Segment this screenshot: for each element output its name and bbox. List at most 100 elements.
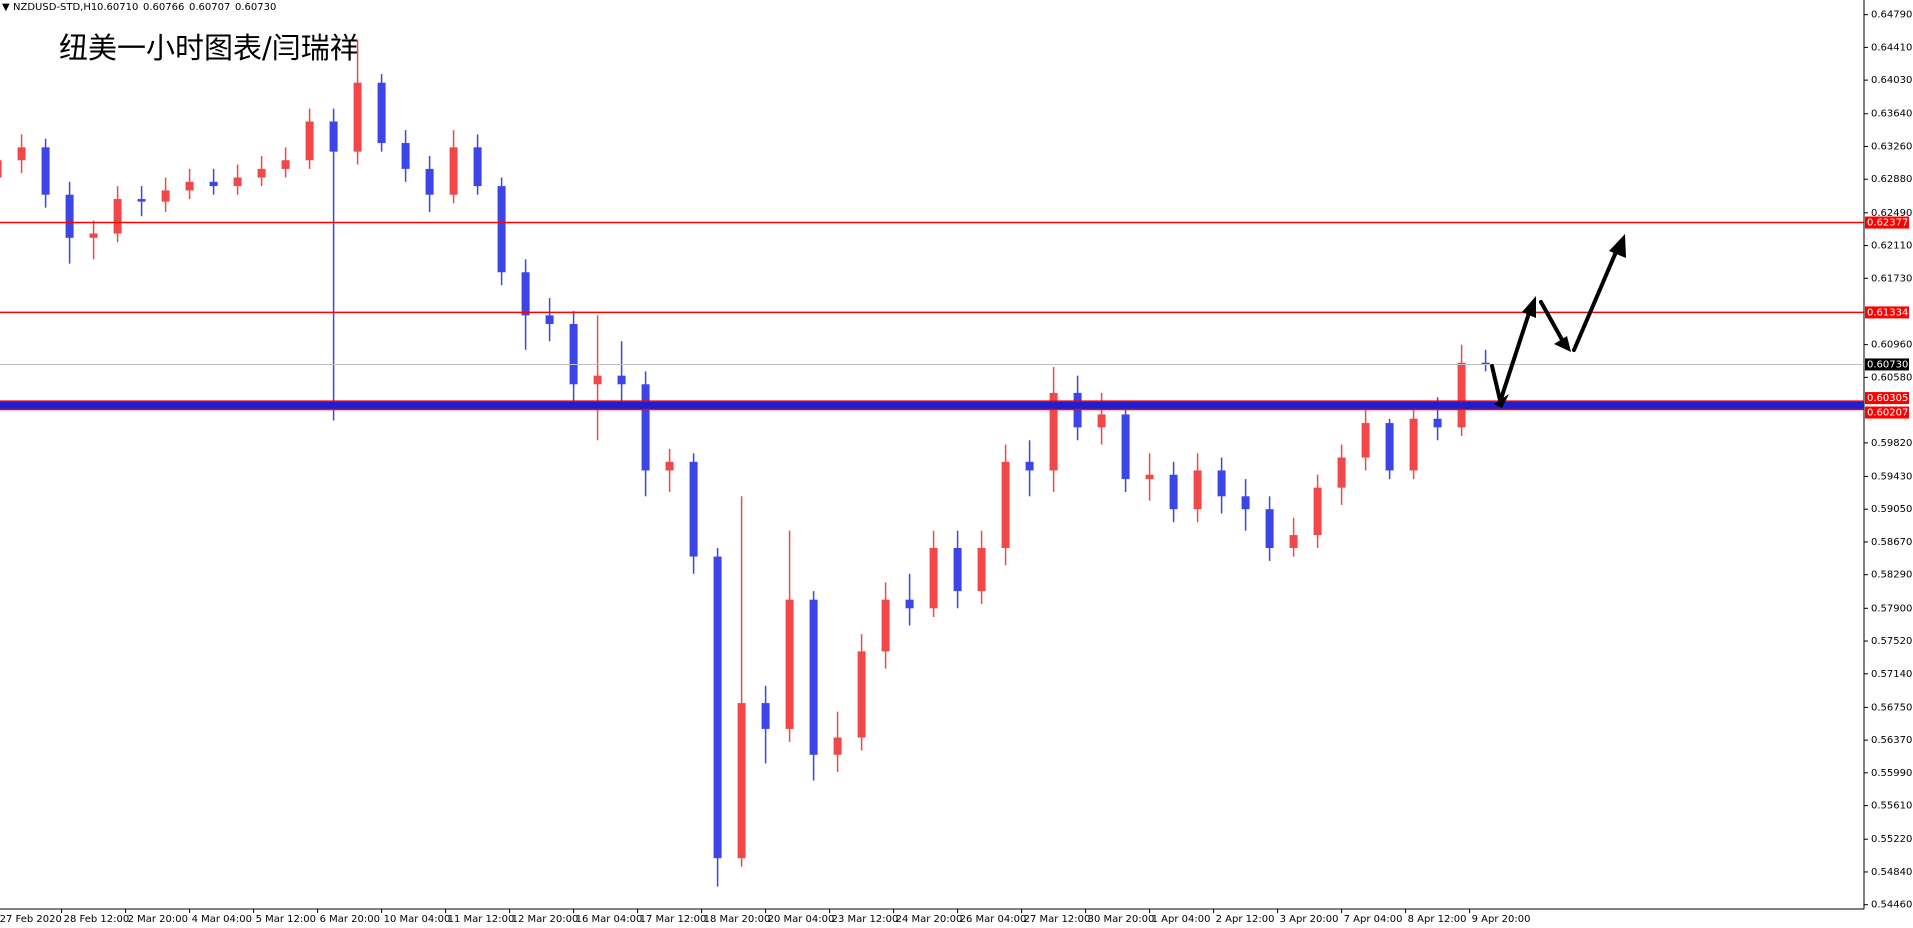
candle-body — [65, 194, 74, 238]
price-tag — [1865, 406, 1909, 419]
support-band — [0, 401, 1864, 410]
price-tag-label: 0.60730 — [1867, 359, 1908, 370]
x-tick-label: 3 Apr 20:00 — [1280, 914, 1339, 925]
candle-body — [449, 147, 458, 195]
candle-body — [1265, 509, 1274, 548]
candle-body — [1121, 414, 1130, 480]
candle-body — [545, 315, 554, 324]
candle-body — [785, 599, 794, 729]
candle-body — [1481, 362, 1490, 365]
y-tick-label: 0.64030 — [1871, 75, 1912, 86]
x-tick-label: 12 Mar 20:00 — [512, 914, 579, 925]
candle-body — [1289, 535, 1298, 548]
x-tick-label: 17 Mar 12:00 — [640, 914, 707, 925]
candle-body — [41, 147, 50, 195]
candle-body — [1361, 423, 1370, 458]
candle-body — [1433, 418, 1442, 428]
candle-body — [905, 599, 914, 609]
price-tag — [1865, 306, 1909, 319]
x-tick-label: 7 Apr 04:00 — [1344, 914, 1403, 925]
y-tick-label: 0.61730 — [1871, 273, 1912, 284]
candle-body — [689, 461, 698, 557]
y-tick-label: 0.60960 — [1871, 340, 1912, 351]
arrow-head — [1522, 296, 1536, 318]
candle-body — [1169, 474, 1178, 510]
y-tick-label: 0.62490 — [1871, 208, 1912, 219]
candle-body — [329, 121, 338, 152]
x-tick-label: 23 Mar 12:00 — [832, 914, 899, 925]
candle-body — [17, 147, 26, 161]
y-tick-label: 0.58670 — [1871, 537, 1912, 548]
candle-body — [833, 737, 842, 755]
candle-body — [305, 121, 314, 161]
candle-body — [353, 82, 362, 152]
y-tick-label: 0.57140 — [1871, 669, 1912, 680]
candle-body — [401, 143, 410, 169]
y-tick-label: 0.54840 — [1871, 867, 1912, 878]
price-tag-label: 0.60305 — [1867, 393, 1908, 404]
y-tick-label: 0.63640 — [1871, 109, 1912, 120]
x-tick-label: 1 Apr 04:00 — [1152, 914, 1211, 925]
x-tick-label: 8 Apr 12:00 — [1408, 914, 1467, 925]
x-tick-label: 28 Feb 12:00 — [64, 914, 130, 925]
y-tick-label: 0.55220 — [1871, 834, 1912, 845]
x-tick-label: 30 Mar 20:00 — [1088, 914, 1155, 925]
candle-body — [1145, 474, 1154, 480]
candle-body — [881, 599, 890, 652]
arrow — [1572, 250, 1618, 352]
candle-body — [1409, 418, 1418, 471]
candle-body — [185, 181, 194, 191]
menu-marker: ▼ — [2, 2, 10, 13]
candle-body — [929, 547, 938, 609]
price-tag — [1865, 216, 1909, 229]
candle-body — [1049, 392, 1058, 471]
x-tick-label: 5 Mar 12:00 — [256, 914, 316, 925]
quote-low: 0.60707 — [189, 2, 230, 13]
x-tick-label: 9 Apr 20:00 — [1472, 914, 1531, 925]
y-tick-label: 0.57900 — [1871, 603, 1912, 614]
candle-body — [617, 375, 626, 385]
candle-body — [425, 168, 434, 195]
quote-high: 0.60766 — [143, 2, 184, 13]
x-tick-label: 6 Mar 20:00 — [320, 914, 380, 925]
candle-body — [137, 199, 146, 202]
chart-title: 纽美一小时图表/闫瑞祥 — [59, 31, 359, 65]
arrow-head — [1609, 234, 1626, 258]
y-tick-label: 0.59430 — [1871, 471, 1912, 482]
x-tick-label: 27 Feb 2020 — [0, 914, 62, 925]
candle-body — [1241, 496, 1250, 510]
x-tick-label: 2 Apr 12:00 — [1216, 914, 1275, 925]
x-tick-label: 27 Mar 12:00 — [1024, 914, 1091, 925]
y-tick-label: 0.58290 — [1871, 570, 1912, 581]
y-tick-label: 0.59820 — [1871, 438, 1912, 449]
price-tag — [1865, 392, 1909, 405]
x-tick-label: 10 Mar 04:00 — [384, 914, 451, 925]
y-tick-label: 0.60580 — [1871, 372, 1912, 383]
price-tag-label: 0.61334 — [1867, 307, 1908, 318]
candle-body — [521, 272, 530, 316]
candle-body — [569, 323, 578, 385]
price-tag-label: 0.60207 — [1867, 408, 1908, 419]
x-tick-label: 18 Mar 20:00 — [704, 914, 771, 925]
candle-body — [233, 177, 242, 187]
candle-body — [1193, 470, 1202, 510]
y-tick-label: 0.55610 — [1871, 801, 1912, 812]
x-tick-label: 4 Mar 04:00 — [192, 914, 252, 925]
candle-body — [1025, 461, 1034, 471]
y-tick-label: 0.62880 — [1871, 174, 1912, 185]
x-tick-label: 11 Mar 12:00 — [448, 914, 515, 925]
y-tick-label: 0.64790 — [1871, 10, 1912, 21]
candle-body — [1097, 414, 1106, 428]
symbol: NZDUSD-STD,H1 — [13, 2, 97, 13]
x-tick-label: 2 Mar 20:00 — [128, 914, 188, 925]
candle-body — [977, 547, 986, 592]
candle-body — [737, 703, 746, 859]
candle-body — [377, 82, 386, 144]
candle-body — [161, 190, 170, 202]
candle-body — [809, 599, 818, 755]
candle-body — [209, 181, 218, 187]
candle-body — [0, 160, 2, 178]
candle-body — [1457, 362, 1466, 428]
candle-body — [1385, 423, 1394, 471]
